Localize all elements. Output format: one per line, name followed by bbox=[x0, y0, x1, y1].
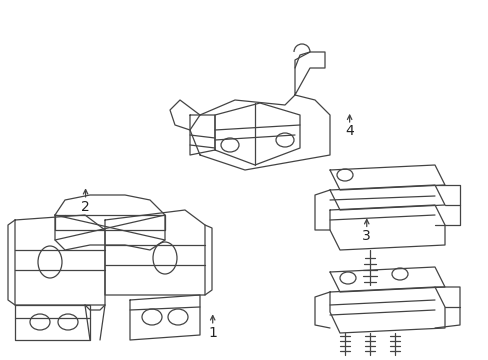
Text: 1: 1 bbox=[208, 326, 217, 340]
Text: 2: 2 bbox=[81, 200, 90, 214]
Text: 4: 4 bbox=[345, 125, 353, 138]
Text: 3: 3 bbox=[362, 229, 370, 243]
